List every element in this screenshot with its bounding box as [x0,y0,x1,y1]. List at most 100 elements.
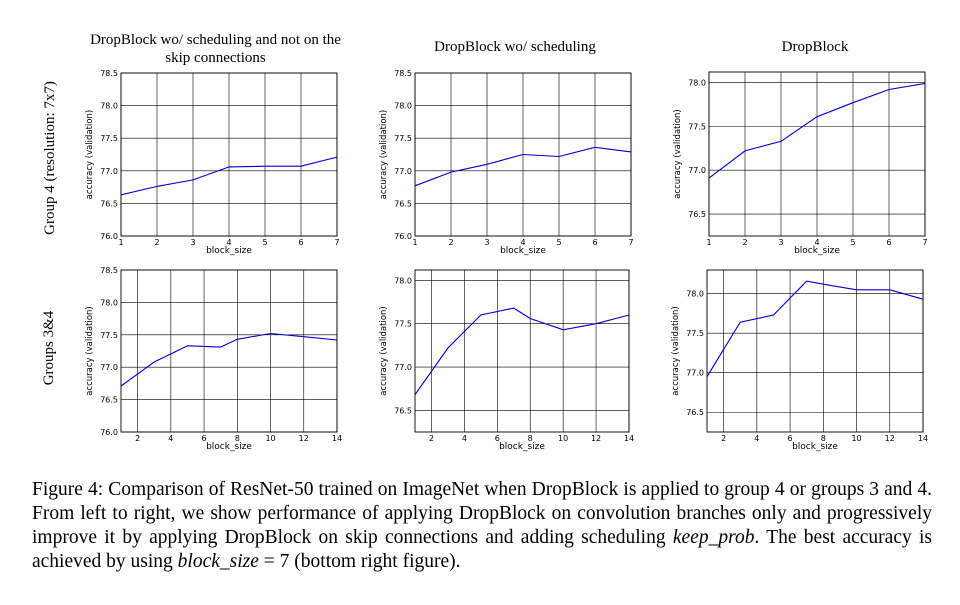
y-tick-label: 77.5 [686,329,704,338]
y-tick-label: 76.0 [100,232,118,241]
x-tick-label: 14 [918,434,928,443]
y-tick-label: 76.0 [394,232,412,241]
x-tick-label: 8 [528,434,533,443]
x-tick-label: 6 [298,238,303,247]
y-axis-label: accuracy (validation) [85,306,95,396]
y-tick-label: 77.5 [394,320,412,329]
x-tick-label: 2 [448,238,453,247]
y-tick-label: 78.0 [394,102,412,111]
y-tick-label: 76.5 [686,408,704,417]
y-tick-label: 78.5 [394,69,412,78]
y-tick-label: 78.0 [686,290,704,299]
plot-frame [706,269,924,433]
x-axis-label: block_size [794,246,840,256]
y-tick-label: 76.0 [100,428,118,437]
x-tick-label: 14 [624,434,634,443]
x-tick-label: 4 [814,238,819,247]
x-tick-label: 5 [850,238,855,247]
x-tick-label: 6 [886,238,891,247]
figure-caption: Figure 4: Comparison of ResNet-50 traine… [32,478,932,574]
series-line [706,280,924,377]
plot-frame [120,72,338,237]
x-tick-label: 8 [235,434,240,443]
y-tick-label: 78.5 [100,69,118,78]
y-tick-label: 76.5 [100,396,118,405]
column-title-2: DropBlock wo/ scheduling [434,39,596,55]
plot-frame [708,71,926,237]
x-tick-label: 7 [334,238,339,247]
column-title-3: DropBlock [781,39,849,55]
x-axis-label: block_size [792,442,838,452]
y-tick-label: 77.0 [688,166,706,175]
y-tick-label: 77.5 [100,331,118,340]
x-tick-label: 12 [591,434,601,443]
x-tick-label: 12 [299,434,309,443]
x-tick-label: 4 [520,238,525,247]
caption-text-2: . The best accuracy is achieved by using [32,527,932,572]
x-tick-label: 7 [628,238,633,247]
y-axis-label: accuracy (validation) [379,306,389,396]
x-axis-label: block_size [500,246,546,256]
y-axis-label: accuracy (validation) [85,110,95,200]
x-tick-label: 1 [412,238,417,247]
caption-text-3: = 7 (bottom right figure). [258,551,461,572]
x-tick-label: 14 [332,434,342,443]
x-tick-label: 2 [135,434,140,443]
x-tick-label: 2 [721,434,726,443]
x-tick-label: 4 [226,238,231,247]
series-line [414,146,632,187]
y-tick-label: 77.5 [100,134,118,143]
x-axis-label: block_size [499,442,545,452]
y-tick-label: 77.0 [100,167,118,176]
x-tick-label: 1 [118,238,123,247]
x-axis-label: block_size [206,442,252,452]
caption-text-1: Figure 4: Comparison of ResNet-50 traine… [32,479,932,548]
x-tick-label: 3 [484,238,489,247]
y-tick-label: 78.0 [688,79,706,88]
y-axis-label: accuracy (validation) [379,110,389,200]
x-tick-label: 6 [495,434,500,443]
caption-italic-1: keep_prob [672,527,755,548]
x-tick-label: 6 [202,434,207,443]
y-tick-label: 77.0 [394,167,412,176]
x-tick-label: 2 [742,238,747,247]
plot-frame [120,269,338,433]
caption-italic-2: block_size [177,551,259,572]
series-line [120,332,338,387]
x-tick-label: 4 [462,434,467,443]
x-tick-label: 8 [821,434,826,443]
x-tick-label: 12 [885,434,895,443]
x-tick-label: 6 [788,434,793,443]
x-tick-label: 10 [265,434,275,443]
column-title-1: DropBlock wo/ scheduling and not on the … [90,32,341,66]
y-tick-label: 78.0 [394,276,412,285]
y-axis-label: accuracy (validation) [671,306,681,396]
x-tick-label: 4 [754,434,759,443]
plot-frame [414,72,632,237]
series-line [708,82,926,179]
series-line [120,156,338,196]
y-tick-label: 76.5 [394,199,412,208]
x-tick-label: 2 [154,238,159,247]
x-tick-label: 5 [262,238,267,247]
x-tick-label: 5 [556,238,561,247]
y-tick-label: 76.5 [688,210,706,219]
x-tick-label: 3 [190,238,195,247]
y-tick-label: 77.5 [394,134,412,143]
y-tick-label: 77.0 [686,369,704,378]
y-tick-label: 77.0 [100,363,118,372]
y-tick-label: 76.5 [100,199,118,208]
x-tick-label: 1 [706,238,711,247]
y-tick-label: 76.5 [394,406,412,415]
plot-frame [414,269,630,433]
series-line [414,307,630,396]
y-tick-label: 78.5 [100,266,118,275]
x-tick-label: 4 [168,434,173,443]
y-tick-label: 77.0 [394,363,412,372]
x-tick-label: 10 [851,434,861,443]
y-tick-label: 78.0 [100,298,118,307]
